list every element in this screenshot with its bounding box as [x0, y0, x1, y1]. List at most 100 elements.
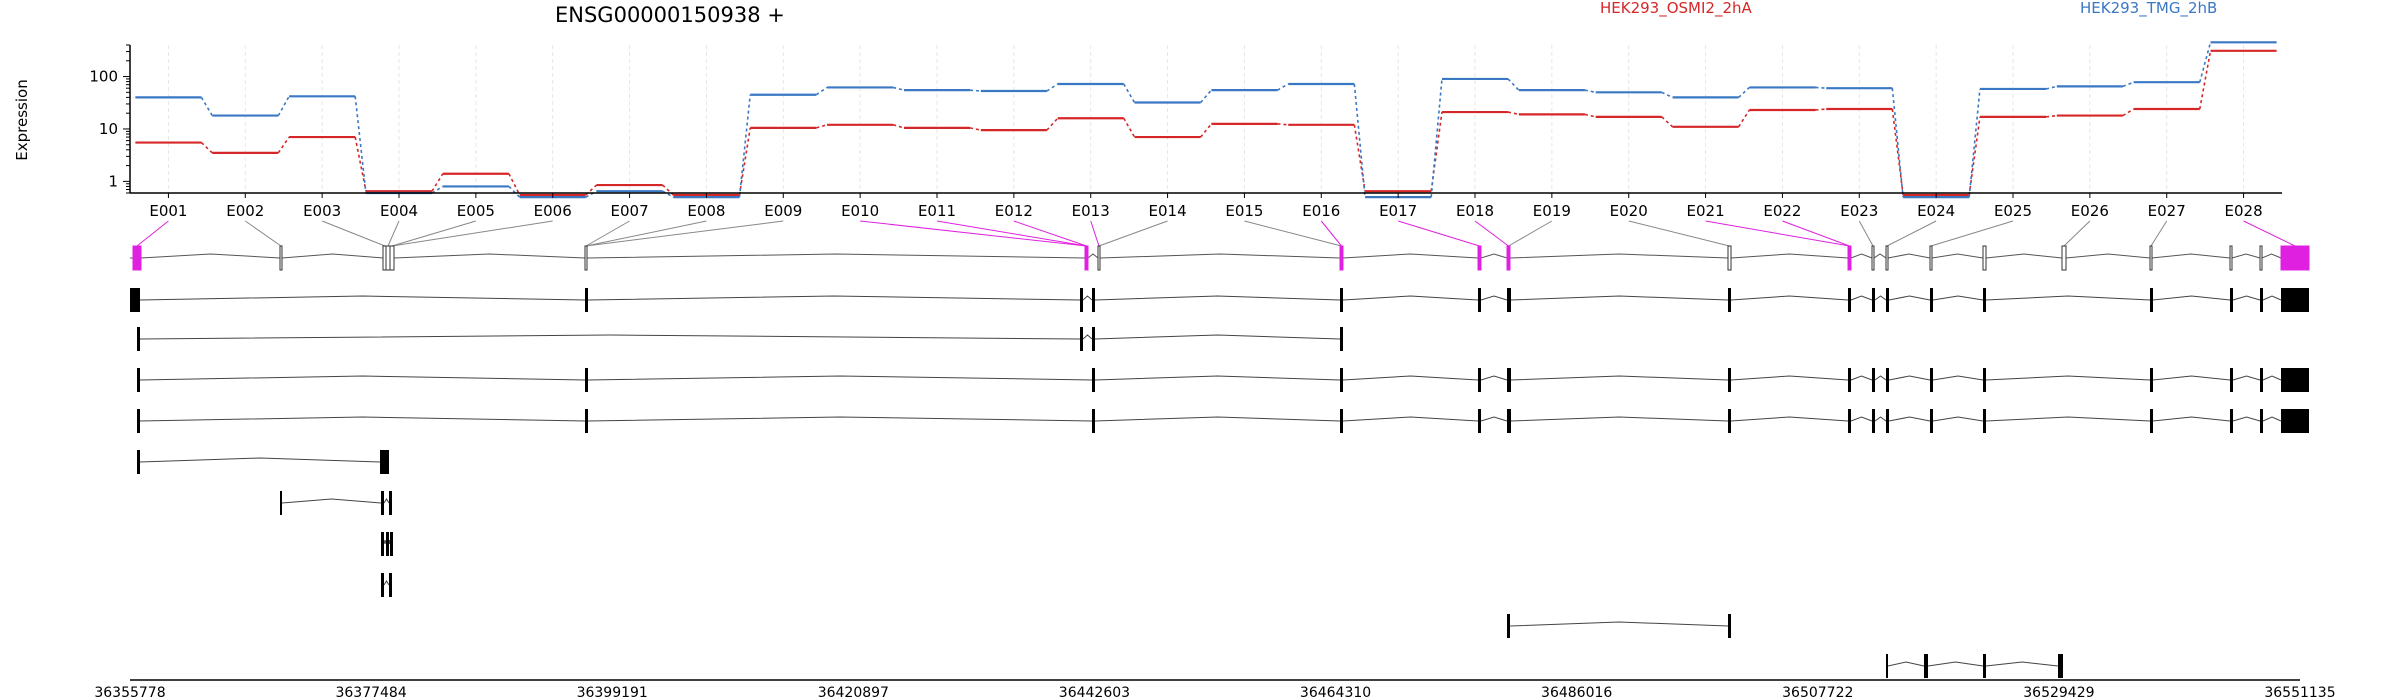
transcript-exon: [1728, 409, 1731, 433]
gene-model-exon: [584, 245, 588, 271]
series-2-connector: [969, 89, 981, 92]
exon-connector: [2063, 220, 2091, 247]
series-2-connector: [2122, 81, 2134, 88]
transcript-exon: [389, 491, 392, 515]
transcript-exon: [1507, 409, 1511, 433]
exon-connector: [391, 220, 553, 247]
exon-connector: [1013, 220, 1087, 247]
transcript-exon: [381, 532, 384, 556]
genomic-tick-label: 36355778: [94, 685, 165, 700]
x-tick-label: E025: [1994, 202, 2032, 220]
exon-connector: [1474, 220, 1509, 247]
x-tick-label: E019: [1533, 202, 1571, 220]
series-1-connector: [508, 173, 521, 196]
series-1-connector: [1661, 116, 1674, 128]
genomic-tick-label: 36442603: [1059, 685, 1130, 700]
grid-lines: [167, 45, 2245, 193]
transcript-exon: [1478, 409, 1481, 433]
series-2-connector: [200, 97, 213, 116]
gene-model-exon: [1929, 245, 1933, 271]
y-axis-label: Expression: [13, 79, 31, 160]
series-2-connector: [1277, 83, 1289, 91]
transcript-exon: [137, 327, 140, 351]
exon-connector: [585, 220, 707, 247]
series-1-connector: [1199, 123, 1213, 138]
x-tick-label: E014: [1149, 202, 1187, 220]
transcript-exon: [2150, 288, 2153, 312]
plot-area: [135, 41, 2277, 199]
x-tick-label: E020: [1610, 202, 1648, 220]
transcript-exon: [390, 532, 393, 556]
series-1-connector: [2045, 114, 2057, 118]
transcript-exon: [2281, 288, 2309, 312]
gene-model-exon: [2280, 245, 2310, 271]
series-2-connector: [738, 94, 752, 198]
series-1-connector: [969, 127, 981, 131]
transcript-exon: [1092, 409, 1095, 433]
exon-connector: [2150, 220, 2168, 247]
transcript-exon: [2058, 654, 2063, 678]
x-tick-label: E006: [534, 202, 572, 220]
genomic-tick-label: 36377484: [335, 685, 406, 700]
transcript-exon: [130, 288, 140, 312]
transcript-exon: [1930, 368, 1933, 392]
gene-model: [130, 245, 2310, 271]
transcript-exon: [2230, 409, 2233, 433]
exon-connector: [321, 220, 386, 247]
gene-model-exon: [2061, 245, 2067, 271]
x-tick-label: E015: [1225, 202, 1263, 220]
transcript-exon: [2150, 368, 2153, 392]
x-tick-label: E013: [1072, 202, 1110, 220]
x-tick-label: E011: [918, 202, 956, 220]
series-2-connector: [1353, 83, 1366, 198]
x-tick-label: E012: [995, 202, 1033, 220]
series-2-connector: [585, 190, 597, 198]
exon-connector: [860, 220, 1087, 247]
gene-model-exon: [2229, 245, 2233, 271]
gene-model-exon: [1084, 245, 1089, 271]
chart-title: ENSG00000150938 +: [555, 3, 785, 27]
series-1-connector: [1277, 123, 1289, 126]
transcript-exon: [381, 573, 384, 597]
series-2-connector: [1661, 91, 1673, 99]
series-1-connector: [1584, 113, 1596, 118]
transcript-exon: [137, 368, 140, 392]
series-2-connector: [2198, 42, 2212, 83]
x-axis: E001 E002 E003 E004 E005 E006 E007 E008 E009 E010…: [130, 192, 2282, 220]
transcript-exon: [1092, 288, 1095, 312]
transcript-intron: [1509, 621, 1729, 627]
exon-connector: [1930, 220, 2014, 247]
x-tick-label: E004: [380, 202, 418, 220]
transcript-exon: [585, 368, 588, 392]
x-tick-label: E022: [1763, 202, 1801, 220]
transcript-exon: [1886, 654, 1888, 678]
transcript-intron: [139, 295, 2282, 301]
genomic-tick-label: 36464310: [1300, 685, 1371, 700]
y-tick-label: 100: [89, 68, 118, 86]
transcript-exon: [1080, 327, 1083, 351]
transcript-exon: [386, 532, 389, 556]
transcript-intron: [139, 375, 2282, 381]
series-1-connector: [738, 127, 752, 196]
exon-connector: [391, 220, 476, 247]
x-tick-label: E010: [841, 202, 879, 220]
genomic-axis: 36355778 36377484 36399191 36420897 36442603…: [94, 679, 2336, 700]
x-tick-label: E027: [2148, 202, 2186, 220]
gene-model-exon: [1982, 245, 1987, 271]
transcript-exon: [1728, 368, 1731, 392]
series-1-connector: [2198, 50, 2212, 110]
transcript-exon: [1848, 409, 1851, 433]
transcript-intron: [383, 580, 390, 586]
x-tick-label: E016: [1302, 202, 1340, 220]
exon-connector: [244, 220, 282, 247]
transcript-exon: [1340, 368, 1343, 392]
x-tick-label: E024: [1917, 202, 1955, 220]
transcript-exon: [280, 491, 282, 515]
transcript-intron: [139, 457, 381, 463]
series-1-connector: [1046, 117, 1059, 131]
transcript-exon: [1983, 368, 1986, 392]
series-1-connector: [892, 124, 905, 129]
x-tick-label: E028: [2225, 202, 2263, 220]
series-2-connector: [431, 185, 444, 194]
